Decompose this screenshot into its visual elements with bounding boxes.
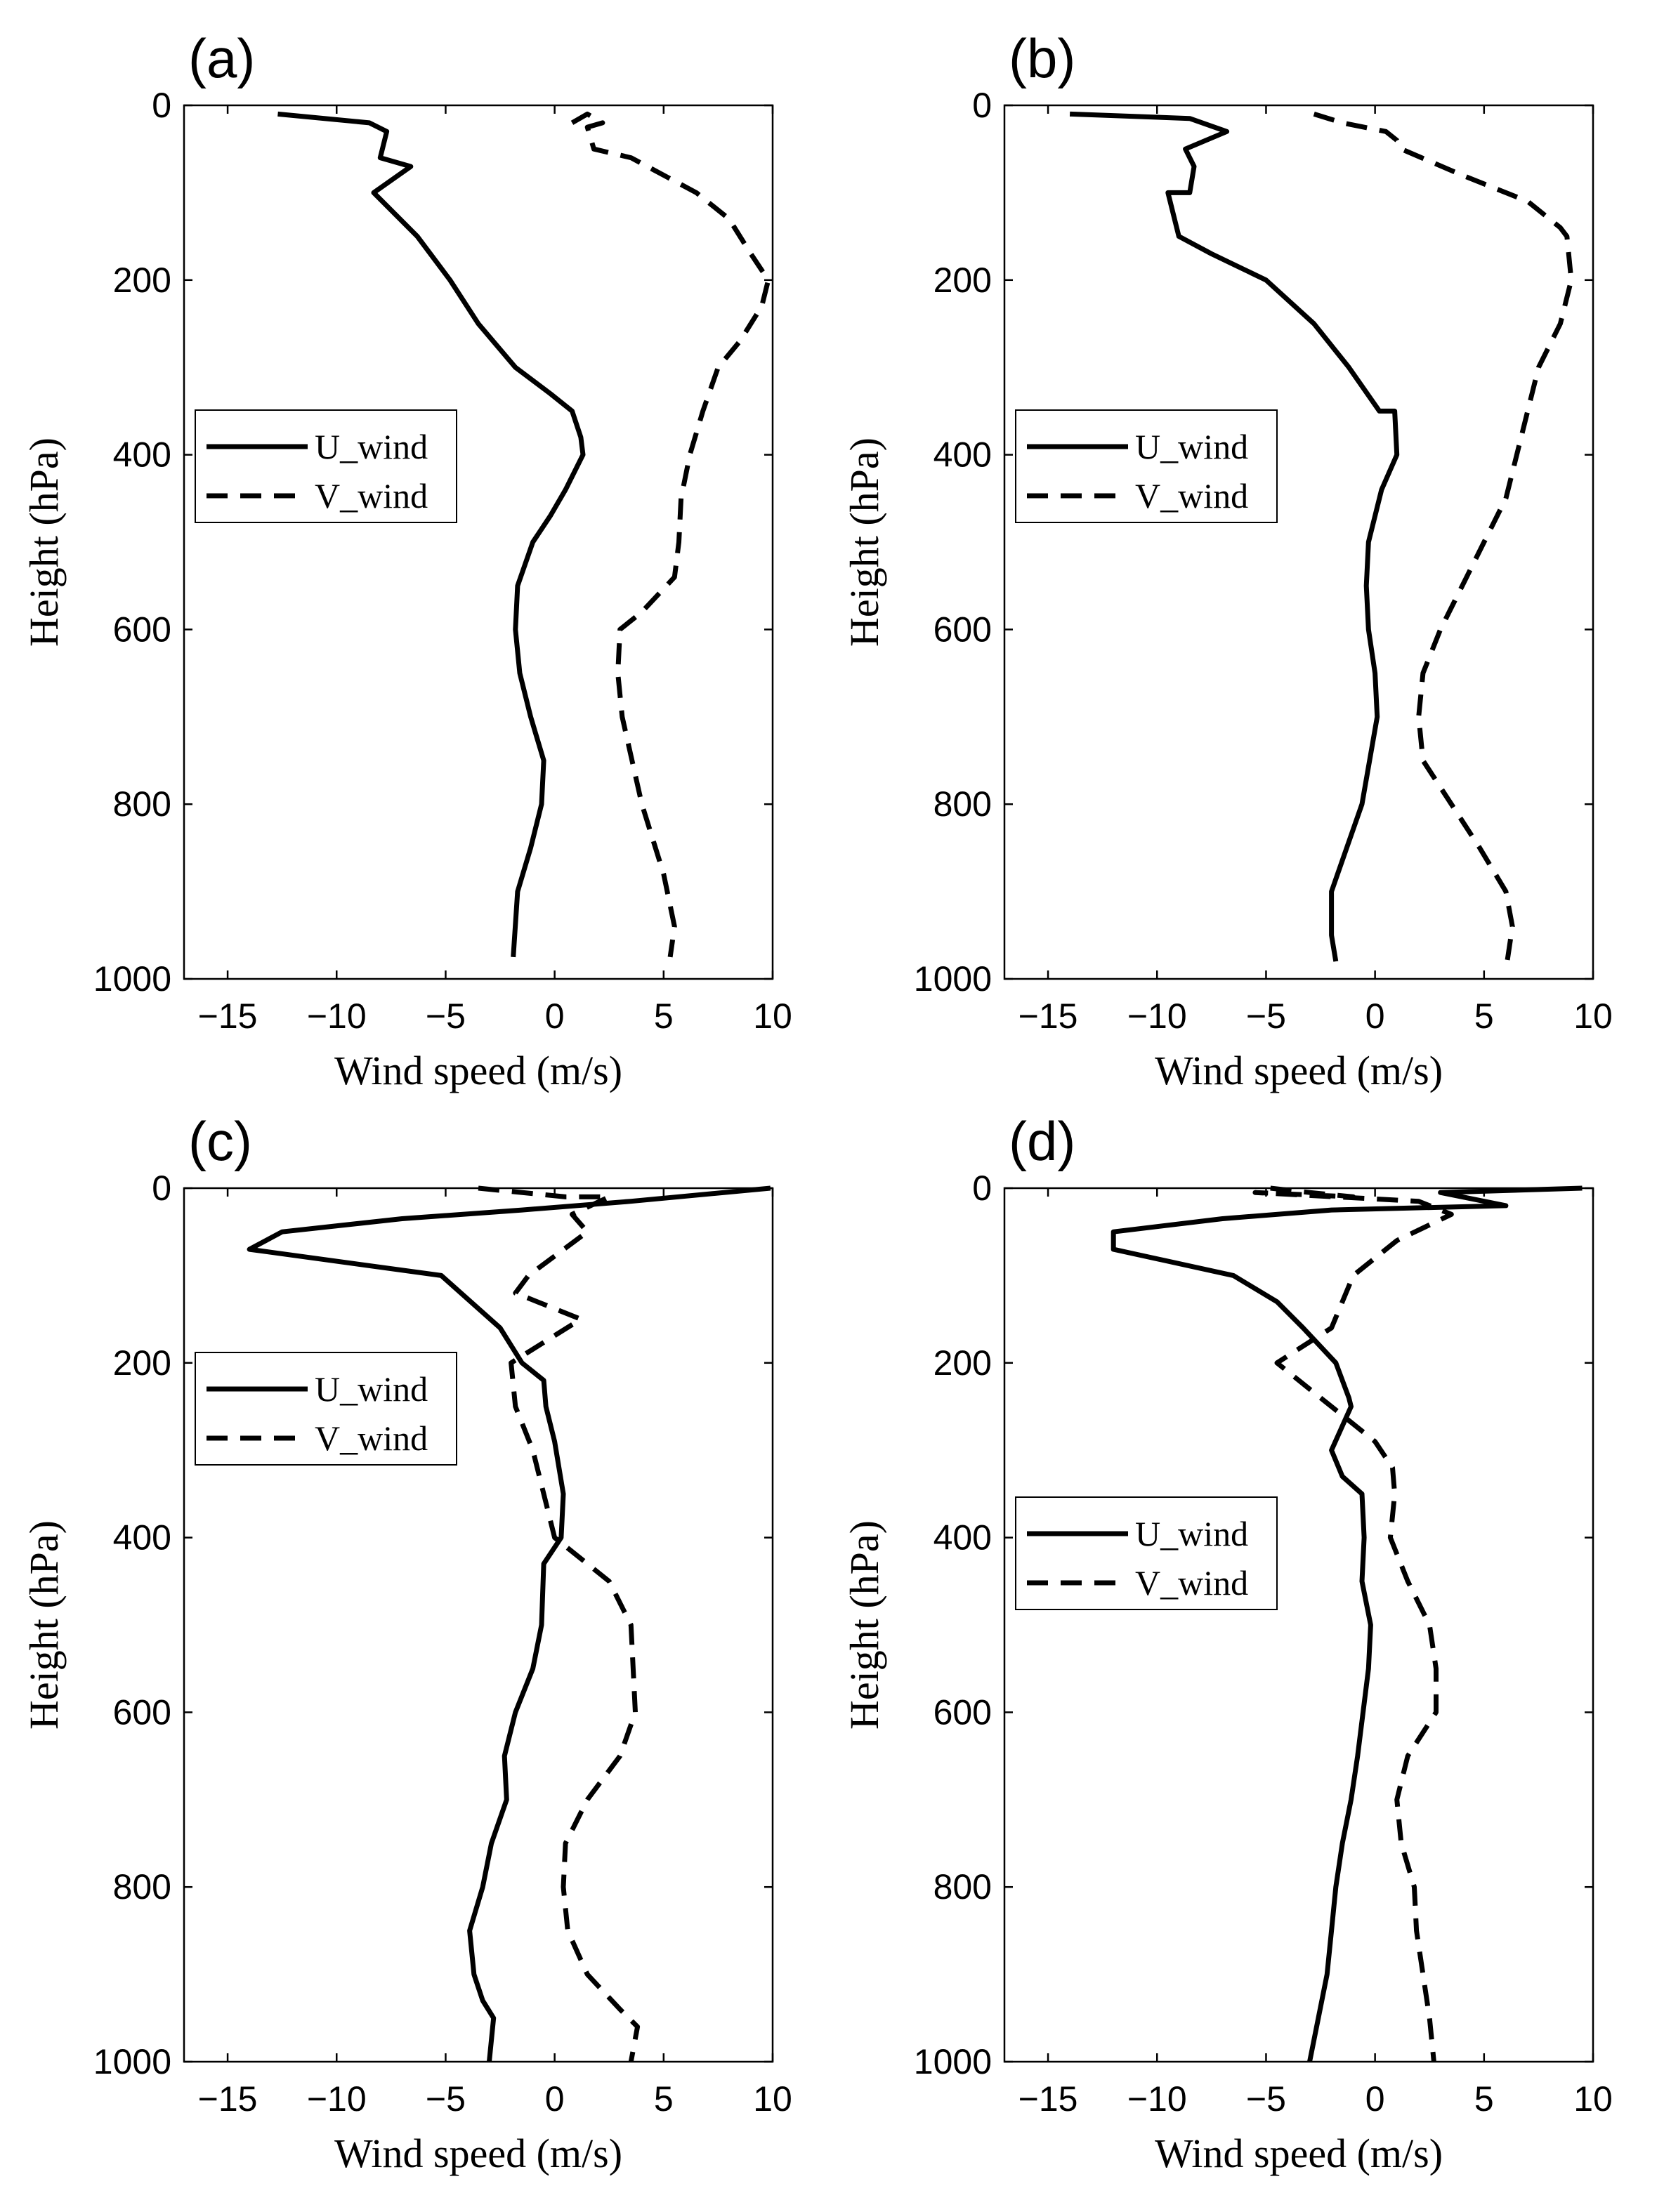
legend: U_wind V_wind [195, 1352, 457, 1466]
y-tick-label: 1000 [914, 2042, 992, 2081]
legend-box [1015, 1496, 1278, 1610]
y-axis-title: Height (hPa) [21, 437, 67, 647]
x-tick-label: −10 [1127, 2079, 1187, 2119]
y-axis-title: Height (hPa) [21, 1520, 67, 1730]
x-tick-label: −10 [1127, 996, 1187, 1036]
y-tick-label: 800 [933, 784, 992, 824]
y-tick-label: 0 [972, 86, 992, 125]
legend: U_wind V_wind [1015, 409, 1278, 523]
plot-frame [1003, 104, 1594, 980]
y-tick-label: 800 [933, 1867, 992, 1907]
x-tick-label: 10 [1573, 996, 1613, 1036]
legend-box [195, 409, 457, 523]
plot-frame [183, 1187, 774, 2063]
plot-frame [183, 104, 774, 980]
legend-box [195, 1352, 457, 1466]
x-tick-label: 10 [753, 996, 792, 1036]
legend-label: U_wind [1135, 427, 1248, 466]
y-tick-label: 400 [113, 435, 171, 475]
x-tick-label: −15 [198, 996, 258, 1036]
x-tick-label: −10 [307, 2079, 367, 2119]
y-tick-label: 0 [152, 1168, 171, 1208]
y-tick-label: 200 [933, 261, 992, 300]
series-line-v-wind [478, 1185, 641, 2062]
series-line-u-wind [1111, 1185, 1583, 2062]
x-tick-label: 5 [1474, 2079, 1494, 2119]
x-tick-label: 5 [654, 2079, 674, 2119]
y-tick-label: 1000 [93, 959, 171, 999]
legend-label: U_wind [315, 1369, 428, 1409]
x-tick-label: 0 [545, 2079, 565, 2119]
y-tick-label: 600 [113, 1692, 171, 1732]
panel-label: (a) [188, 27, 255, 89]
x-tick-label: −15 [1018, 996, 1078, 1036]
legend-label: V_wind [315, 476, 428, 515]
x-tick-label: −15 [198, 2079, 258, 2119]
x-axis-title: Wind speed (m/s) [1155, 2131, 1443, 2176]
series-line-v-wind [570, 111, 771, 958]
y-tick-label: 600 [113, 610, 171, 649]
series-line-v-wind [1252, 1185, 1454, 2062]
x-tick-label: −5 [426, 996, 466, 1036]
legend: U_wind V_wind [1015, 1496, 1278, 1610]
x-axis-title: Wind speed (m/s) [334, 1048, 622, 1093]
chart-panel-d: −15 −10 −5 0 5 10 0 200 400 600 800 1000 Wind speed … [841, 1110, 1613, 2176]
y-tick-label: 0 [972, 1168, 992, 1208]
y-tick-label: 200 [933, 1343, 992, 1383]
legend: U_wind V_wind [195, 409, 457, 523]
x-tick-label: 0 [1365, 2079, 1385, 2119]
panel-label: (c) [188, 1110, 252, 1172]
x-tick-label: −5 [1246, 2079, 1286, 2119]
y-tick-label: 0 [152, 86, 171, 125]
x-tick-label: 0 [545, 996, 565, 1036]
y-tick-label: 600 [933, 1692, 992, 1732]
chart-panel-a: −15 −10 −5 0 5 10 0 200 400 600 800 1000 Wind speed … [21, 27, 792, 1093]
series-line-v-wind [1313, 112, 1574, 971]
legend-label: V_wind [1135, 1563, 1248, 1602]
chart-panel-b: −15 −10 −5 0 5 10 0 200 400 600 800 1000 Wind speed … [841, 27, 1613, 1093]
legend-box [1015, 409, 1278, 523]
series-line-u-wind [1069, 111, 1400, 962]
series-line-u-wind [277, 111, 586, 958]
x-tick-label: −5 [1246, 996, 1286, 1036]
x-tick-label: 5 [654, 996, 674, 1036]
x-tick-label: 5 [1474, 996, 1494, 1036]
chart-panel-c: −15 −10 −5 0 5 10 0 200 400 600 800 1000 Wind speed … [21, 1110, 792, 2176]
y-tick-label: 1000 [93, 2042, 171, 2081]
x-tick-label: 10 [1573, 2079, 1613, 2119]
y-tick-label: 800 [113, 784, 171, 824]
x-axis-title: Wind speed (m/s) [334, 2131, 622, 2176]
panel-label: (b) [1009, 27, 1075, 89]
y-axis-title: Height (hPa) [841, 1520, 887, 1730]
series-line-u-wind [247, 1185, 771, 2062]
y-tick-label: 200 [113, 1343, 171, 1383]
x-tick-label: −5 [426, 2079, 466, 2119]
plot-frame [1003, 1187, 1594, 2063]
x-tick-label: −15 [1018, 2079, 1078, 2119]
y-axis-title: Height (hPa) [841, 437, 887, 647]
y-tick-label: 200 [113, 261, 171, 300]
x-axis-title: Wind speed (m/s) [1155, 1048, 1443, 1093]
legend-label: V_wind [1135, 476, 1248, 515]
y-tick-label: 800 [113, 1867, 171, 1907]
y-tick-label: 1000 [914, 959, 992, 999]
y-tick-label: 400 [933, 1518, 992, 1558]
x-tick-label: 0 [1365, 996, 1385, 1036]
legend-label: V_wind [315, 1418, 428, 1458]
legend-label: U_wind [1135, 1514, 1248, 1553]
y-tick-label: 400 [933, 435, 992, 475]
panel-label: (d) [1009, 1110, 1075, 1172]
y-tick-label: 400 [113, 1518, 171, 1558]
x-tick-label: −10 [307, 996, 367, 1036]
x-tick-label: 10 [753, 2079, 792, 2119]
y-tick-label: 600 [933, 610, 992, 649]
legend-label: U_wind [315, 427, 428, 466]
